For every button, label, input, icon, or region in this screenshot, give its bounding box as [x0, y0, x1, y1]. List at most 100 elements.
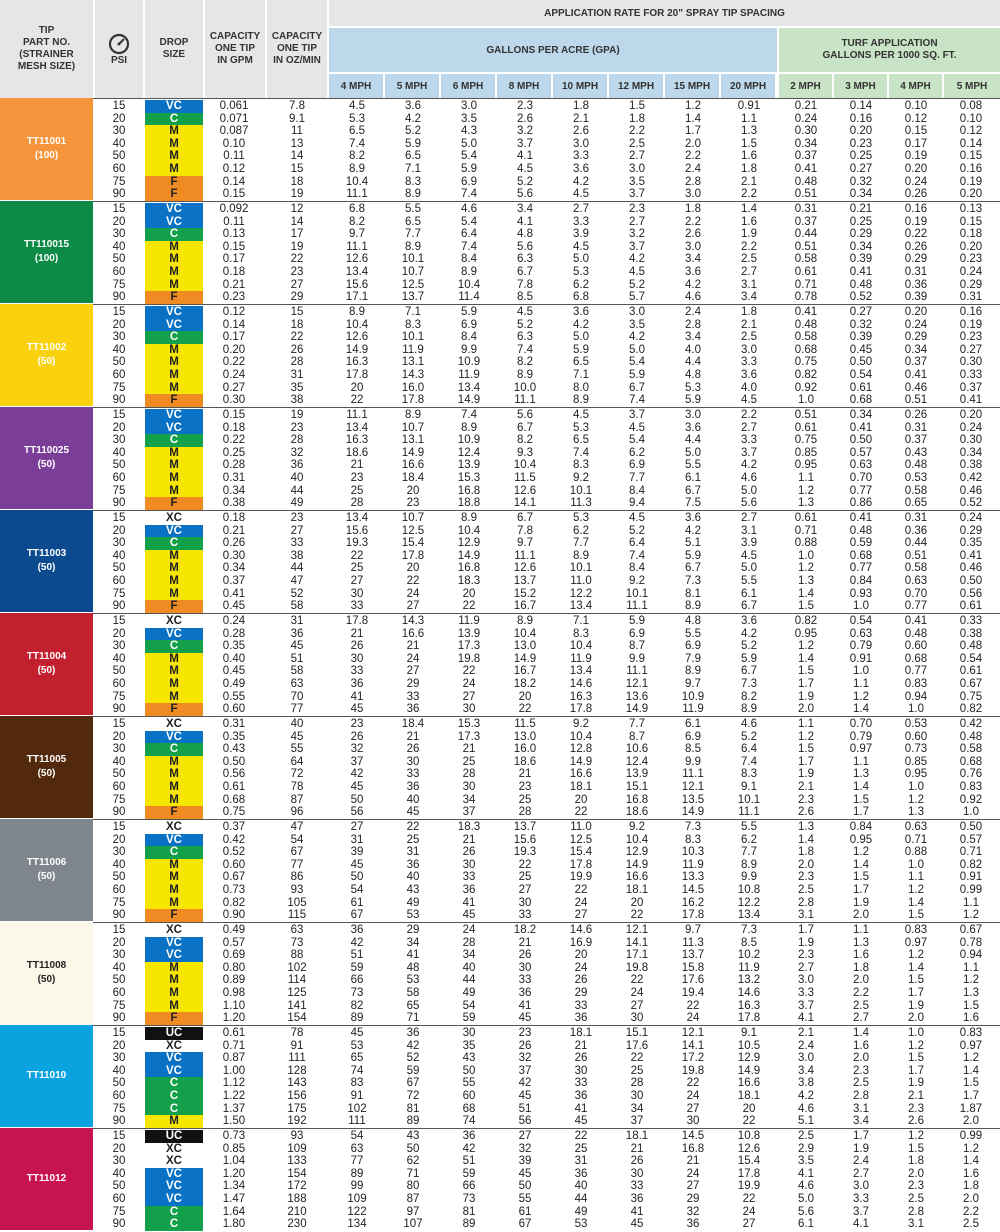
- turf-value: 0.08: [959, 100, 983, 112]
- turf-value: 2.0: [798, 703, 814, 716]
- turf-value: 4.1: [853, 1218, 869, 1231]
- table-row: 60 M 0.24 31 17.8 14.3 11.9 8.9 7.1 5.9 4.8 3.6 0.82…: [93, 369, 1000, 382]
- turf-value: 1.4: [908, 961, 924, 974]
- gpa-value: 1.9: [741, 228, 757, 241]
- turf-value: 0.70: [904, 587, 928, 600]
- capacity-oz-value: 55: [290, 743, 304, 756]
- gpa-value: 4.2: [685, 524, 701, 537]
- gpa-value: 2.1: [741, 175, 757, 188]
- tip-part-number: TT11005: [26, 754, 67, 765]
- gpa-value: 5.0: [685, 446, 701, 459]
- gpa-value: 34: [462, 793, 476, 806]
- gpa-value: 19.3: [513, 846, 537, 859]
- gpa-value: 7.1: [573, 369, 589, 381]
- gpa-value: 11.9: [682, 858, 704, 871]
- turf-value: 2.3: [798, 793, 814, 806]
- header-capacity-oz: CAPACITY ONE TIP IN OZ/MIN: [267, 0, 327, 98]
- gpa-value: 72: [406, 1090, 420, 1102]
- gpa-value: 6.5: [573, 356, 589, 369]
- capacity-oz-value: 115: [287, 909, 307, 922]
- table-row: 75 M 1.10 141 82 65 54 41 33 27 22 16.3 3.7 2.5 1.9 1.5: [93, 999, 1000, 1013]
- gpa-value: 3.9: [741, 537, 757, 550]
- table-row: 30 C 0.43 55 32 26 21 16.0 12.8 10.6 8.5 6.4 1.5 0.97…: [93, 743, 1000, 756]
- turf-value: 0.70: [849, 472, 873, 484]
- turf-value: 0.48: [904, 627, 928, 640]
- drop-size-code: UC: [165, 1130, 183, 1142]
- gpa-value: 42: [406, 1039, 420, 1052]
- drop-size-badge: [145, 821, 203, 834]
- drop-size-code: M: [169, 858, 179, 871]
- gpa-value: 10.4: [513, 627, 537, 640]
- turf-value: 1.3: [798, 575, 814, 587]
- strainer-mesh-size: (50): [37, 356, 56, 367]
- turf-value: 0.20: [959, 409, 983, 421]
- gpa-value: 22: [686, 999, 700, 1012]
- drop-size-code: XC: [166, 1155, 182, 1168]
- drop-size-badge: [145, 924, 203, 937]
- turf-value: 0.29: [904, 253, 928, 266]
- header-drop-size: DROP SIZE: [145, 0, 203, 98]
- gpa-value: 31: [350, 833, 364, 846]
- gpa-value: 11.1: [626, 665, 648, 678]
- table-row: 30 VC 0.69 88 51 41 34 26 20 17.1 13.7 10.2 2.3 1.6 1.…: [93, 949, 1000, 962]
- gpa-value: 18.6: [625, 806, 649, 819]
- gpa-value: 12.9: [625, 846, 649, 859]
- turf-value: 0.97: [959, 1039, 983, 1052]
- tip-part-number: TT11012: [26, 1173, 67, 1184]
- gpa-value: 3.6: [573, 306, 589, 318]
- table-row: 15 UC 0.73 93 54 43 36 27 22 18.1 14.5 10.8 2.5 1.7 1.…: [93, 1130, 1000, 1143]
- drop-size-badge: [145, 718, 203, 731]
- psi-value: 40: [112, 858, 126, 871]
- gpa-value: 45: [518, 1167, 532, 1180]
- gpa-value: 27: [742, 1218, 756, 1231]
- table-row: 50 M 0.89 114 66 53 44 33 26 22 17.6 13.2 3.0 2.0 1.5 1…: [93, 974, 1000, 987]
- header-capacity-oz-label: CAPACITY ONE TIP IN OZ/MIN: [271, 31, 323, 66]
- table-row: 20 C 0.071 9.1 5.3 4.2 3.5 2.6 2.1 1.8 1.4 1.1 0.24 0…: [93, 112, 1000, 126]
- gpa-value: 18.1: [569, 781, 593, 793]
- gpa-value: 14.6: [737, 987, 761, 999]
- drop-size-badge: [145, 497, 203, 510]
- gpa-value: 6.7: [741, 665, 757, 678]
- turf-value: 0.65: [904, 497, 928, 510]
- turf-value: 0.77: [849, 484, 873, 497]
- psi-value: 20: [112, 936, 126, 949]
- gpa-value: 24: [462, 924, 476, 936]
- table-row: 50 M 0.11 14 8.2 6.5 5.4 4.1 3.3 2.7 2.2 1.6 0.37 0.2…: [93, 150, 1000, 163]
- table-row: 75 C 1.64 210 122 97 81 61 49 41 32 24 5.6 3.7 2.8 2.2: [93, 1205, 1000, 1219]
- gpa-value: 8.9: [405, 409, 421, 421]
- turf-value: 0.95: [794, 627, 818, 640]
- turf-value: 2.8: [853, 1090, 869, 1102]
- turf-value: 0.24: [959, 266, 983, 278]
- tip-group: TT11008 (50) 15 XC 0.49 63 36 29 24 18.2 14.6 12.1 9…: [0, 922, 1000, 1025]
- capacity-oz-value: 143: [287, 1077, 307, 1090]
- header-turf: TURF APPLICATION GALLONS PER 1000 SQ. FT…: [779, 28, 1000, 72]
- gpa-value: 3.6: [685, 512, 701, 524]
- psi-value: 60: [112, 369, 126, 381]
- gpa-value: 13.4: [345, 421, 369, 434]
- turf-value: 0.31: [904, 512, 928, 524]
- turf-value: 0.97: [849, 743, 873, 756]
- gpa-value: 91: [350, 1090, 364, 1102]
- gpa-value: 54: [462, 999, 476, 1012]
- gpa-value: 10.9: [681, 690, 705, 703]
- gpa-value: 40: [406, 793, 420, 806]
- turf-value: 1.1: [853, 755, 869, 768]
- capacity-gpm-value: 0.52: [222, 846, 246, 859]
- drop-size-badge: [145, 1167, 203, 1181]
- gpa-value: 40: [462, 961, 476, 974]
- capacity-oz-value: 35: [290, 381, 304, 394]
- gpa-value: 8.5: [685, 743, 701, 756]
- gpa-value: 50: [406, 1142, 420, 1155]
- psi-value: 50: [112, 253, 126, 266]
- capacity-oz-value: 45: [290, 640, 304, 653]
- gpa-value: 7.7: [741, 846, 757, 859]
- turf-value: 3.1: [853, 1102, 869, 1115]
- turf-value: 0.31: [904, 421, 928, 434]
- turf-value: 0.19: [959, 318, 983, 331]
- turf-value: 1.6: [853, 1039, 869, 1052]
- capacity-oz-value: 33: [290, 537, 304, 550]
- turf-value: 0.46: [959, 484, 983, 497]
- gpa-value: 14.9: [457, 549, 481, 562]
- gpa-value: 9.2: [573, 472, 589, 484]
- capacity-oz-value: 23: [290, 266, 304, 278]
